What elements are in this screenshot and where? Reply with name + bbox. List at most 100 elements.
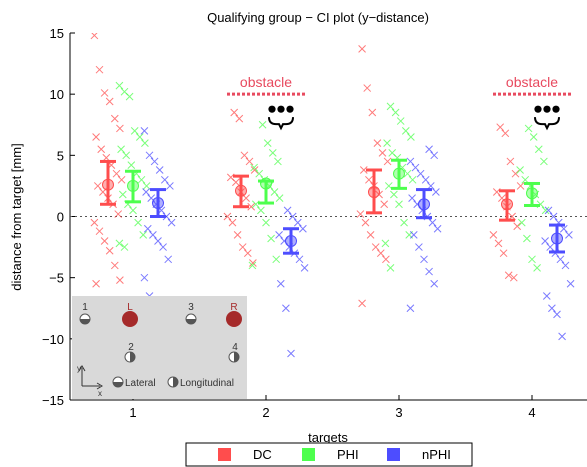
point-phi xyxy=(139,230,148,239)
point-phi xyxy=(272,255,281,264)
point-nphi xyxy=(415,243,423,251)
x-tick-label: 4 xyxy=(528,405,535,420)
point-phi xyxy=(391,108,400,117)
significance-dot xyxy=(268,105,276,113)
point-phi xyxy=(257,206,265,215)
inset-axis-y-label: y xyxy=(77,364,81,373)
point-phi xyxy=(407,133,415,141)
point-nphi xyxy=(553,310,561,319)
legend-box xyxy=(185,442,473,467)
point-nphi xyxy=(421,175,430,184)
legend-swatch-phi xyxy=(302,448,315,461)
point-phi xyxy=(127,161,136,169)
point-dc xyxy=(233,230,242,239)
x-tick-label: 1 xyxy=(129,405,136,420)
x-axis-label: targets xyxy=(308,430,348,445)
point-dc xyxy=(358,45,366,53)
point-phi xyxy=(395,200,403,209)
mean-marker-dc xyxy=(235,184,247,197)
point-nphi xyxy=(159,243,167,251)
point-dc xyxy=(489,230,498,239)
point-phi xyxy=(134,218,142,227)
point-nphi xyxy=(155,166,164,174)
inset-label-2: 2 xyxy=(128,342,134,353)
point-phi xyxy=(129,206,137,215)
point-phi xyxy=(115,81,124,90)
point-phi xyxy=(142,182,151,190)
mean-marker-phi xyxy=(127,179,139,192)
point-dc xyxy=(378,149,387,157)
point-phi xyxy=(400,218,408,227)
obstacle-label: obstacle xyxy=(506,74,558,90)
point-dc xyxy=(249,259,257,267)
mean-marker-phi xyxy=(526,187,538,200)
target-circle-L xyxy=(122,311,138,327)
point-nphi xyxy=(276,279,285,288)
significance-dot xyxy=(277,105,285,113)
point-nphi xyxy=(544,206,553,215)
point-dc xyxy=(100,89,109,97)
point-dc xyxy=(95,65,104,74)
point-dc xyxy=(116,276,124,284)
lateral-half-3 xyxy=(186,319,196,324)
point-nphi xyxy=(406,157,415,166)
legend-swatch-nphi xyxy=(387,448,400,461)
point-phi xyxy=(250,163,258,172)
point-phi xyxy=(408,175,417,184)
y-tick-label: −5 xyxy=(49,271,64,286)
legend-label-nphi: nPHI xyxy=(422,447,451,462)
point-nphi xyxy=(420,255,428,264)
point-nphi xyxy=(566,279,575,288)
point-phi xyxy=(118,190,127,199)
point-phi xyxy=(390,190,398,199)
point-phi xyxy=(120,243,129,251)
point-phi xyxy=(270,188,279,196)
point-phi xyxy=(137,175,146,184)
point-dc xyxy=(511,169,520,178)
point-nphi xyxy=(143,224,152,233)
significance-brace xyxy=(268,117,294,131)
mean-marker-nphi xyxy=(152,197,164,210)
point-dc xyxy=(105,246,114,255)
longitudinal-half-4 xyxy=(234,352,239,362)
point-phi xyxy=(541,206,550,215)
point-phi xyxy=(534,145,543,154)
point-nphi xyxy=(416,169,425,178)
point-nphi xyxy=(293,218,302,227)
point-nphi xyxy=(149,230,157,239)
point-nphi xyxy=(411,163,420,172)
mean-marker-dc xyxy=(368,186,380,199)
target-circle-R xyxy=(226,311,242,327)
point-dc xyxy=(97,145,106,154)
point-phi xyxy=(263,139,272,147)
point-phi xyxy=(275,194,284,203)
x-tick-label: 3 xyxy=(395,405,402,420)
point-dc xyxy=(382,255,390,264)
y-tick-label: −15 xyxy=(42,393,64,408)
point-dc xyxy=(356,210,365,218)
point-phi xyxy=(401,127,410,135)
point-nphi xyxy=(425,267,433,276)
point-dc xyxy=(235,114,244,123)
point-dc xyxy=(228,218,237,227)
point-nphi xyxy=(430,279,439,288)
point-dc xyxy=(371,243,380,251)
point-dc xyxy=(359,166,368,174)
point-nphi xyxy=(295,255,304,264)
inset-axis-x-label: x xyxy=(98,389,102,398)
y-tick-label: 5 xyxy=(57,148,64,163)
point-phi xyxy=(529,133,538,141)
inset-panel xyxy=(72,296,247,399)
significance-dot xyxy=(534,105,542,113)
point-phi xyxy=(267,234,275,243)
point-nphi xyxy=(164,255,173,264)
point-dc xyxy=(363,84,372,92)
legend: DC PHI nPHI xyxy=(185,442,473,467)
point-phi xyxy=(274,157,282,166)
point-nphi xyxy=(408,194,416,203)
point-dc xyxy=(376,249,385,258)
point-dc xyxy=(245,157,254,166)
point-nphi xyxy=(140,273,149,282)
inset-arrow-x xyxy=(96,382,103,390)
point-nphi xyxy=(275,230,283,239)
